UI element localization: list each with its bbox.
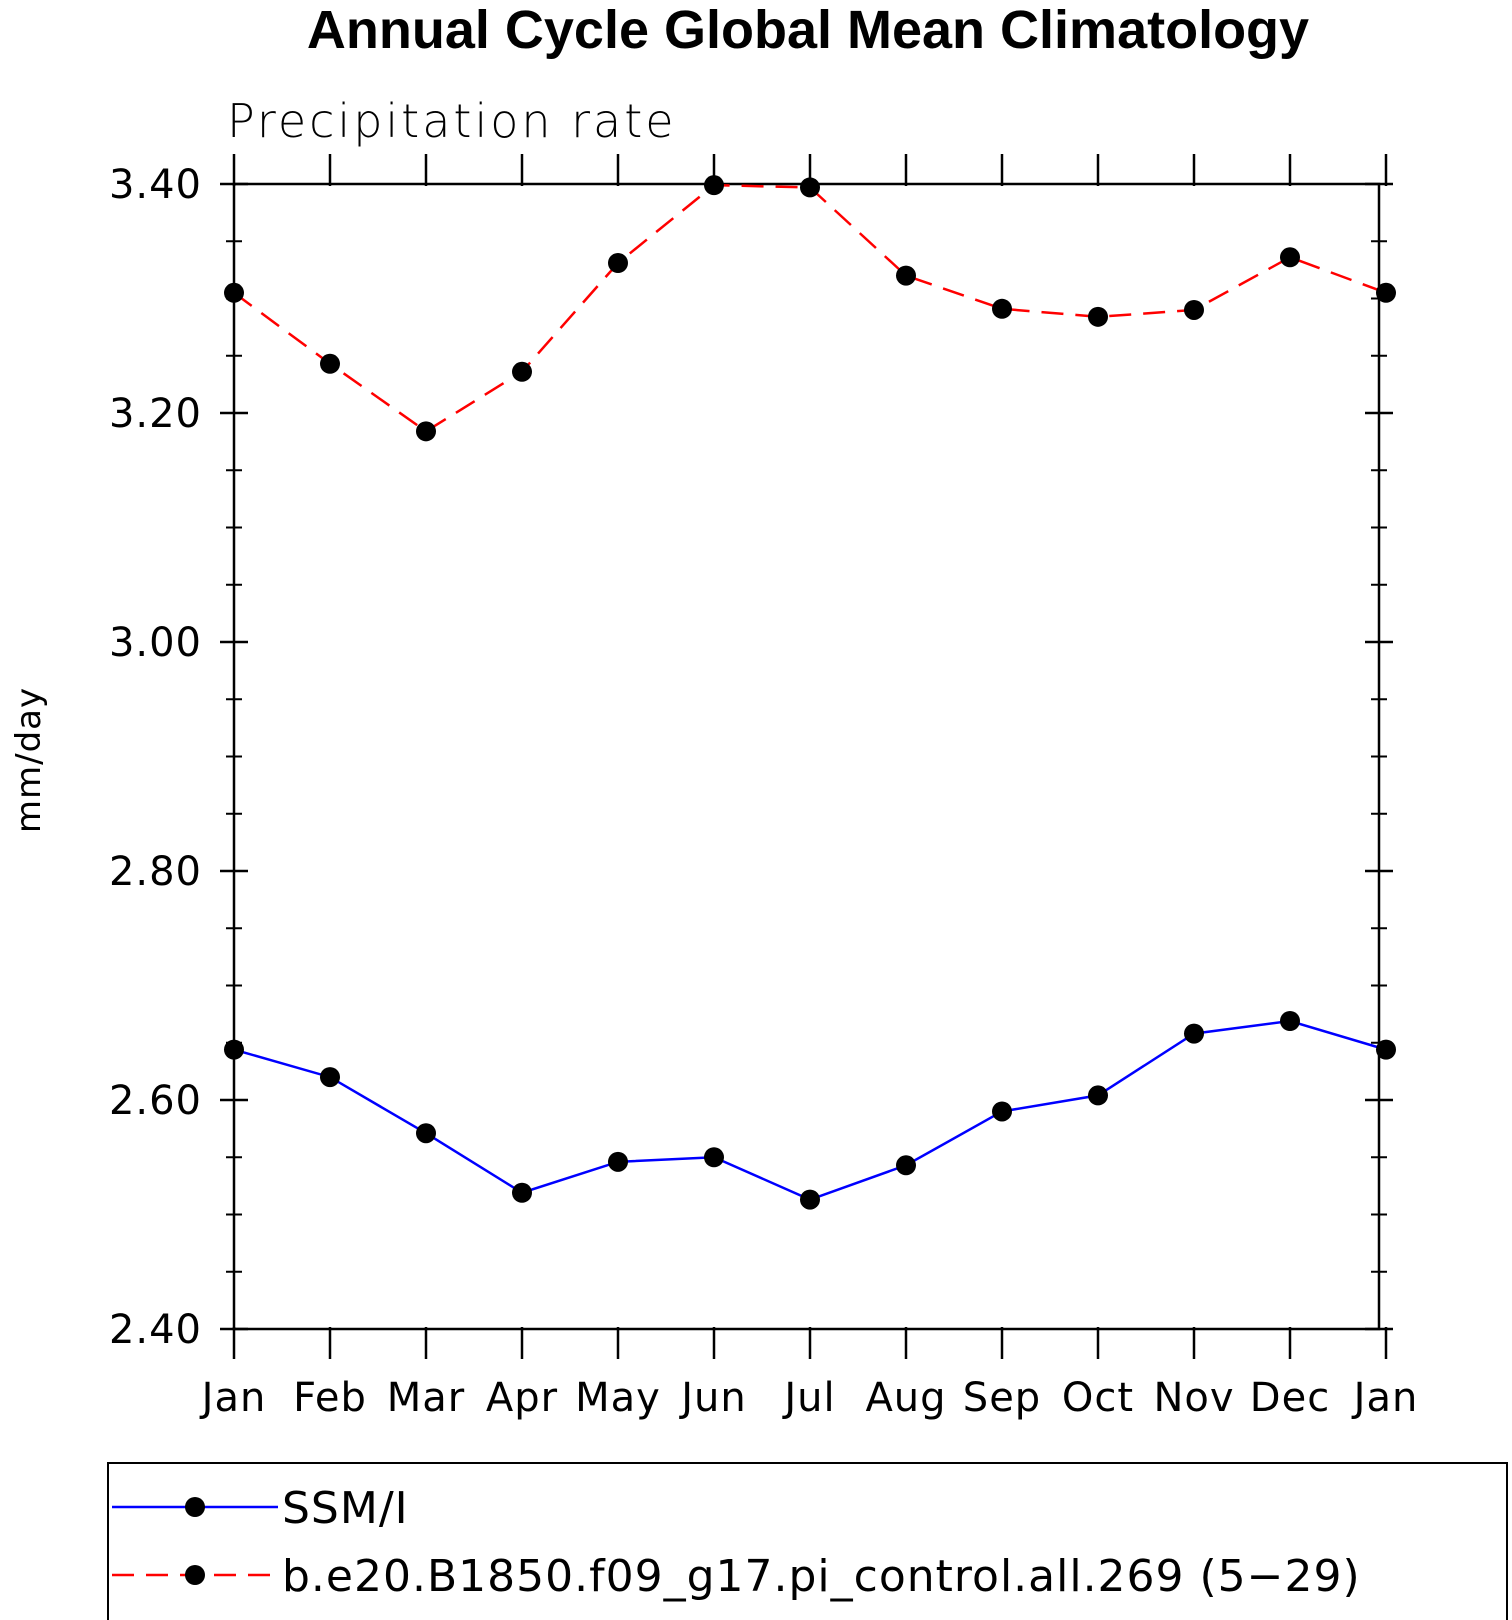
legend-label-model: b.e20.B1850.f09_g17.pi_control.all.269 (… (282, 1551, 1361, 1602)
data-point (512, 361, 532, 382)
data-point (320, 1067, 340, 1088)
data-point (1280, 247, 1300, 268)
x-tick-label: Dec (1250, 1375, 1330, 1421)
data-point (896, 265, 916, 286)
x-tick-label: Mar (387, 1375, 465, 1421)
series-line (233, 1019, 1387, 1201)
data-point (224, 282, 244, 303)
x-tick-label: Nov (1153, 1375, 1234, 1421)
data-point (1376, 1039, 1396, 1060)
data-point (800, 177, 820, 198)
data-point (1088, 1085, 1108, 1106)
x-tick-label: Jul (781, 1375, 835, 1421)
x-tick-label: Aug (865, 1375, 946, 1421)
plot-frame (232, 182, 1381, 1331)
data-point (512, 1182, 532, 1203)
x-tick-label: Apr (486, 1375, 558, 1421)
chart-title: Annual Cycle Global Mean Climatology (307, 0, 1309, 60)
data-point (416, 1123, 436, 1144)
x-tick-label: Oct (1062, 1375, 1134, 1421)
y-axis-label: mm/day (9, 687, 49, 833)
data-point (416, 421, 436, 442)
chart-subtitle: Precipitation rate (227, 94, 677, 148)
y-tick-label: 3.00 (109, 620, 202, 666)
y-tick-labels: 2.40 2.60 2.80 3.00 3.20 3.40 (109, 162, 202, 1353)
series-line (233, 183, 1387, 433)
axis-ticks (220, 154, 1393, 1359)
data-point (992, 1101, 1012, 1122)
y-tick-label: 2.60 (109, 1078, 202, 1124)
data-point (1184, 1023, 1204, 1044)
data-point (992, 298, 1012, 319)
x-tick-label: May (575, 1375, 661, 1421)
x-tick-label: Feb (293, 1375, 367, 1421)
data-point (1184, 299, 1204, 320)
legend-marker-ssmi (185, 1497, 205, 1517)
x-tick-label: Jan (1351, 1375, 1419, 1421)
x-tick-label: Jan (199, 1375, 267, 1421)
x-tick-labels: Jan Feb Mar Apr May Jun Jul Aug Sep Oct Nov Dec Jan (199, 1375, 1419, 1421)
data-series (224, 175, 1396, 1210)
data-point (320, 353, 340, 374)
legend-box (107, 1462, 1508, 1620)
legend-label-ssmi: SSM/I (282, 1483, 409, 1534)
data-point (608, 1151, 628, 1172)
data-point (800, 1189, 820, 1210)
data-point (1088, 306, 1108, 327)
x-tick-label: Jun (678, 1375, 747, 1421)
legend-marker-model (185, 1565, 205, 1585)
y-tick-label: 3.20 (109, 391, 202, 437)
data-point (896, 1155, 916, 1176)
data-point (1280, 1010, 1300, 1031)
data-point (608, 253, 628, 274)
data-point (704, 1147, 724, 1168)
x-tick-label: Sep (963, 1375, 1041, 1421)
legend: SSM/I b.e20.B1850.f09_g17.pi_control.all… (107, 1462, 1508, 1620)
data-point (704, 175, 724, 196)
data-point (1376, 282, 1396, 303)
y-tick-label: 3.40 (109, 162, 202, 208)
y-tick-label: 2.40 (109, 1307, 202, 1353)
y-tick-label: 2.80 (109, 849, 202, 895)
data-point (224, 1039, 244, 1060)
